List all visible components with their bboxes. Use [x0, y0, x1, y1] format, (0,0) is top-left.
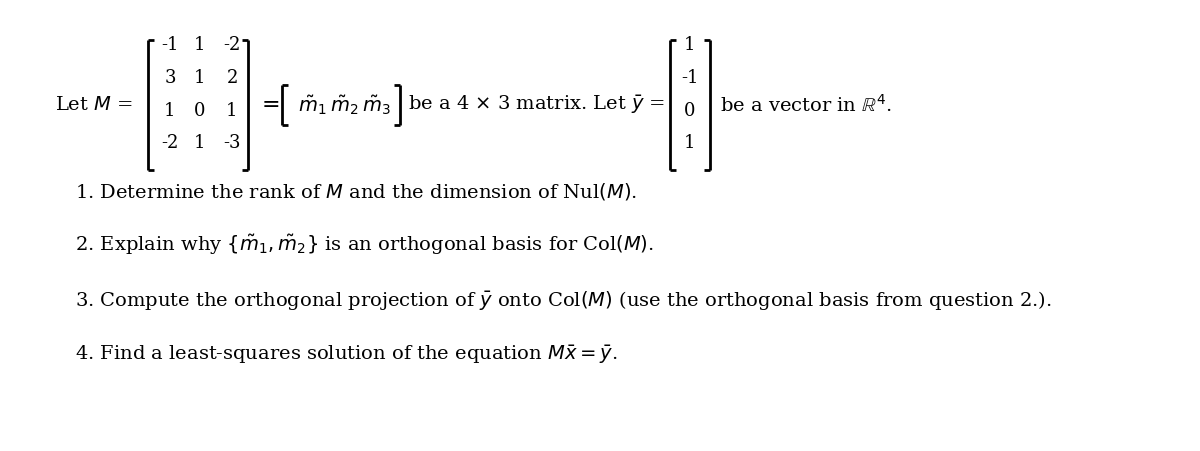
- Text: 0: 0: [684, 102, 696, 120]
- Text: $\tilde{m}_3$: $\tilde{m}_3$: [362, 93, 391, 117]
- Text: 1: 1: [227, 102, 238, 120]
- Text: -2: -2: [161, 134, 179, 152]
- Text: 0: 0: [194, 102, 205, 120]
- Text: $\tilde{m}_2$: $\tilde{m}_2$: [330, 93, 359, 117]
- Text: 1: 1: [194, 69, 205, 87]
- Text: -1: -1: [161, 36, 179, 54]
- Text: Let $M$ =: Let $M$ =: [55, 96, 133, 114]
- Text: 3: 3: [164, 69, 175, 87]
- Text: 4. Find a least-squares solution of the equation $M\bar{x} = \bar{y}$.: 4. Find a least-squares solution of the …: [74, 344, 618, 367]
- Text: 1: 1: [684, 36, 696, 54]
- Text: be a vector in $\mathbb{R}^4$.: be a vector in $\mathbb{R}^4$.: [720, 94, 892, 116]
- Text: 2. Explain why $\{\tilde{m}_1,\tilde{m}_2\}$ is an orthogonal basis for Col$(M)$: 2. Explain why $\{\tilde{m}_1,\tilde{m}_…: [74, 233, 654, 257]
- Text: =: =: [262, 94, 281, 116]
- Text: -3: -3: [223, 134, 241, 152]
- Text: 2: 2: [227, 69, 238, 87]
- Text: -2: -2: [223, 36, 241, 54]
- Text: 1. Determine the rank of $M$ and the dimension of Nul$(M)$.: 1. Determine the rank of $M$ and the dim…: [74, 181, 637, 202]
- Text: 3. Compute the orthogonal projection of $\bar{y}$ onto Col$(M)$ (use the orthogo: 3. Compute the orthogonal projection of …: [74, 289, 1052, 312]
- Text: be a 4 $\times$ 3 matrix. Let $\bar{y}$ =: be a 4 $\times$ 3 matrix. Let $\bar{y}$ …: [408, 93, 665, 116]
- Text: $\tilde{m}_1$: $\tilde{m}_1$: [298, 93, 326, 117]
- Text: -1: -1: [682, 69, 698, 87]
- Text: 1: 1: [164, 102, 175, 120]
- Text: 1: 1: [194, 36, 205, 54]
- Text: 1: 1: [194, 134, 205, 152]
- Text: 1: 1: [684, 134, 696, 152]
